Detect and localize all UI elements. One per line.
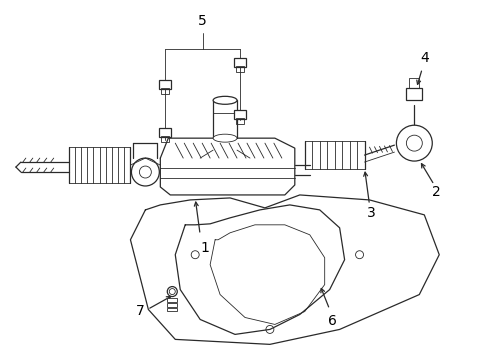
Ellipse shape [213,134,237,142]
Text: 2: 2 [431,185,440,199]
Bar [236,67,244,72]
Text: 7: 7 [136,305,144,319]
Bar [236,118,244,124]
Text: 4: 4 [419,51,428,66]
Text: 3: 3 [366,206,375,220]
Bar [234,58,245,67]
Bar [161,136,169,142]
Bar [161,88,169,94]
Circle shape [167,287,177,297]
Text: 5: 5 [198,14,206,28]
Text: 1: 1 [200,241,209,255]
Bar [167,302,177,306]
Ellipse shape [213,96,237,104]
Bar [167,298,177,302]
Bar [234,110,245,119]
Circle shape [396,125,431,161]
Bar [167,307,177,311]
Text: 6: 6 [327,314,336,328]
Bar [408,78,419,88]
Bar [406,88,422,100]
Circle shape [131,158,159,186]
Bar [159,80,171,89]
Bar [159,128,171,137]
